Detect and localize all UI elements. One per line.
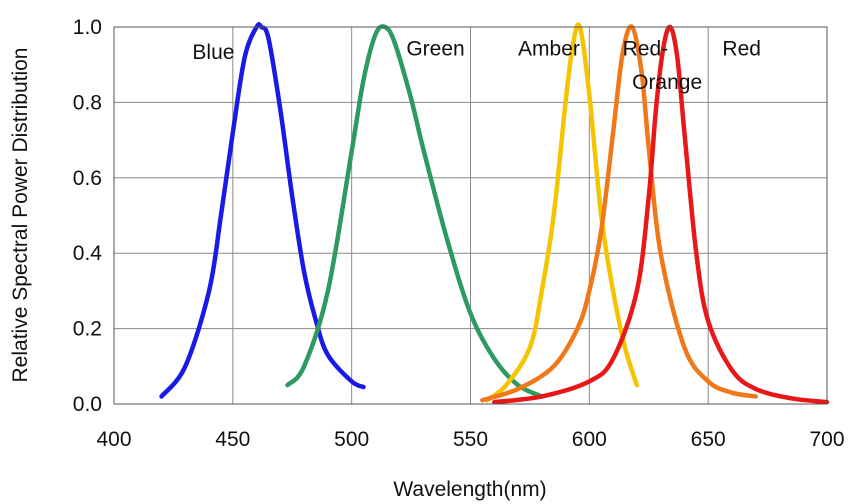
x-tick-label: 500 [334,428,369,451]
series-line-red-orange [480,24,758,403]
series-label-blue: Blue [192,41,234,64]
series-line-blue [159,22,366,399]
plot-frame [113,26,828,405]
x-tick-label: 700 [809,428,844,451]
x-tick-labels: 400 450 500 550 600 650 700 [96,428,844,451]
x-tick-label: 400 [96,428,131,451]
y-tick-label: 1.0 [73,16,102,39]
series-labels: Blue Green Amber Red- Orange Red [192,37,761,94]
series-label-red: Red- [623,37,669,60]
y-tick-label: 0.0 [73,393,102,416]
y-tick-label: 0.2 [73,318,102,341]
series-line-green [285,24,545,399]
y-tick-label: 0.4 [73,242,103,265]
y-tick-label: 0.6 [73,167,102,190]
x-tick-label: 450 [215,428,250,451]
series-curves [159,22,830,405]
series-label-red: Red [722,37,761,60]
y-tick-label: 0.8 [73,91,102,114]
y-axis-label: Relative Spectral Power Distribution [9,48,32,383]
x-tick-label: 550 [453,428,488,451]
series-label-amber: Amber [518,37,580,60]
x-tick-label: 600 [572,428,607,451]
series-label-green: Green [406,37,464,60]
series-line-amber [484,22,640,403]
series-label-orange: Orange [632,71,702,94]
x-axis-label: Wavelength(nm) [393,478,546,501]
y-tick-labels: 0.0 0.2 0.4 0.6 0.8 1.0 [73,16,103,416]
x-tick-label: 650 [691,428,726,451]
grid-lines [114,27,827,404]
